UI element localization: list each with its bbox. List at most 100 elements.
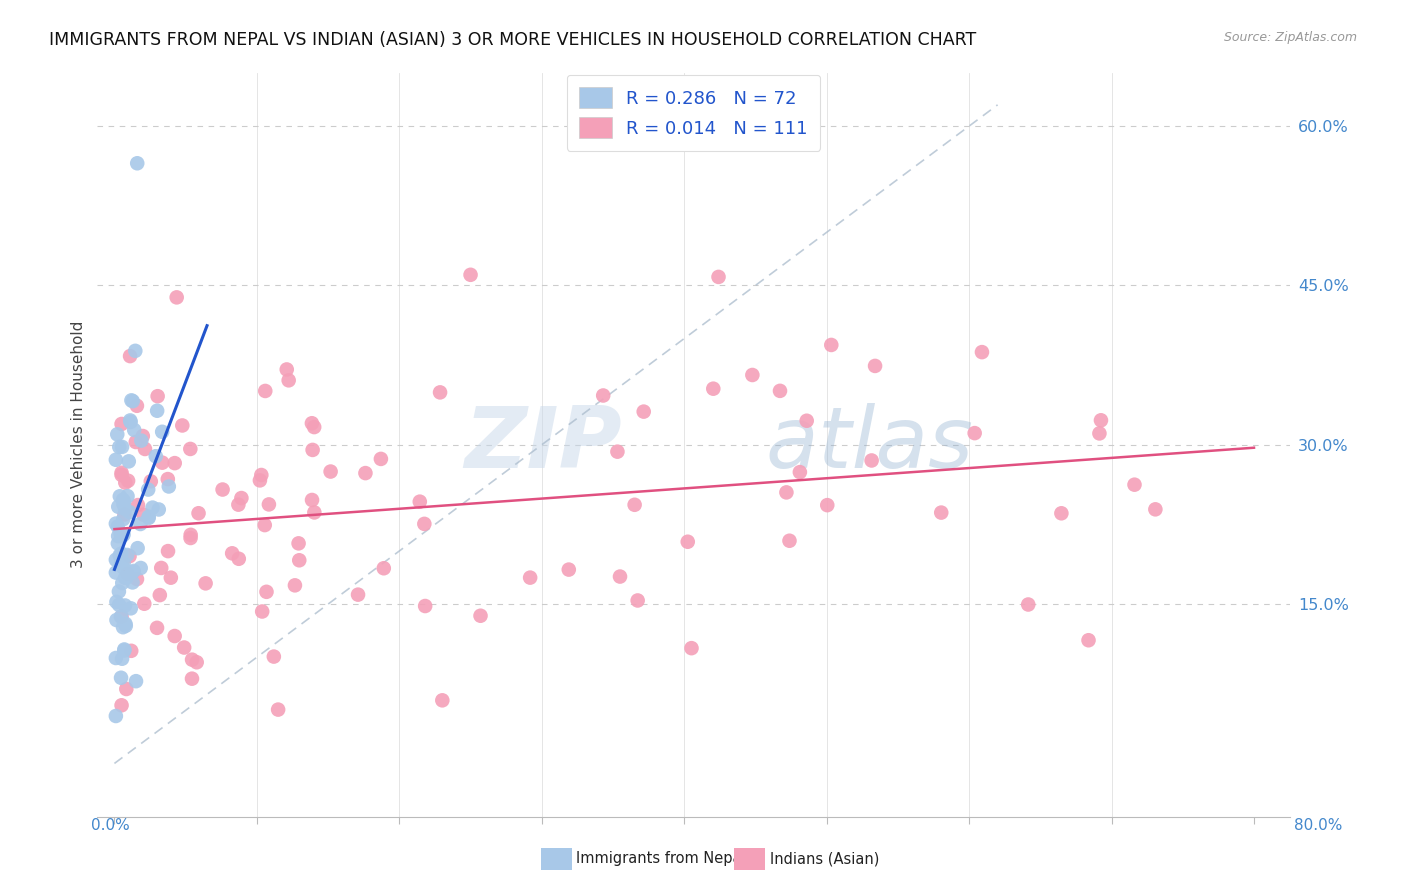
Point xyxy=(149,588,172,602)
Point xyxy=(104,516,127,531)
Point xyxy=(413,599,436,613)
Point xyxy=(105,613,128,627)
Point xyxy=(267,703,290,717)
Point xyxy=(148,502,170,516)
Point xyxy=(120,349,142,363)
Text: 80.0%: 80.0% xyxy=(1295,818,1343,832)
Point xyxy=(257,497,280,511)
Point xyxy=(112,512,135,526)
Point xyxy=(145,449,167,463)
Point xyxy=(115,571,138,585)
Point xyxy=(134,597,156,611)
Point xyxy=(127,156,149,170)
Point xyxy=(370,451,392,466)
Point xyxy=(107,529,129,543)
Point xyxy=(623,498,645,512)
Point xyxy=(118,505,141,519)
Point xyxy=(676,534,699,549)
Point xyxy=(163,629,186,643)
Point xyxy=(112,497,135,511)
Text: IMMIGRANTS FROM NEPAL VS INDIAN (ASIAN) 3 OR MORE VEHICLES IN HOUSEHOLD CORRELAT: IMMIGRANTS FROM NEPAL VS INDIAN (ASIAN) … xyxy=(49,31,976,49)
Point xyxy=(114,571,136,585)
Point xyxy=(127,498,149,512)
Point xyxy=(110,609,132,624)
Point xyxy=(125,399,148,413)
Point xyxy=(120,601,142,615)
Point xyxy=(231,491,253,505)
Point xyxy=(124,343,146,358)
Point xyxy=(815,498,838,512)
Point xyxy=(1123,477,1146,491)
Point xyxy=(256,584,278,599)
Point xyxy=(111,576,134,591)
Point xyxy=(302,420,325,434)
Point xyxy=(253,518,276,533)
Point xyxy=(115,681,138,696)
Point xyxy=(110,557,132,571)
Point xyxy=(111,529,134,543)
Point xyxy=(863,359,886,373)
Point xyxy=(110,609,132,624)
Point xyxy=(702,382,724,396)
Point xyxy=(110,547,132,561)
Point xyxy=(114,475,136,490)
Point xyxy=(194,576,217,591)
Point xyxy=(112,642,135,657)
Point xyxy=(112,620,135,634)
Point xyxy=(104,566,127,580)
Point xyxy=(276,362,298,376)
Point xyxy=(117,489,139,503)
Point xyxy=(146,621,169,635)
Point xyxy=(114,501,136,516)
Point xyxy=(107,519,129,533)
Point xyxy=(179,442,201,456)
Point xyxy=(117,566,139,581)
Point xyxy=(110,526,132,541)
Point xyxy=(172,418,194,433)
Point xyxy=(432,693,454,707)
Point xyxy=(186,655,208,669)
Point xyxy=(122,423,145,437)
Point xyxy=(136,483,159,497)
Point xyxy=(156,472,179,486)
Point xyxy=(263,649,285,664)
Point xyxy=(633,404,655,418)
Point xyxy=(228,551,250,566)
Point xyxy=(173,640,195,655)
Point xyxy=(277,373,299,387)
Point xyxy=(127,541,149,556)
Point xyxy=(112,643,135,657)
Y-axis label: 3 or more Vehicles in Household: 3 or more Vehicles in Household xyxy=(72,321,86,568)
Point xyxy=(163,456,186,470)
Point xyxy=(707,269,730,284)
Point xyxy=(180,531,202,545)
Point xyxy=(301,442,323,457)
Point xyxy=(104,452,127,467)
Point xyxy=(112,495,135,509)
Point xyxy=(111,492,134,507)
Point xyxy=(114,616,136,631)
Point xyxy=(470,608,492,623)
Point xyxy=(160,571,183,585)
Point xyxy=(121,566,143,580)
Point xyxy=(180,528,202,542)
Point xyxy=(117,474,139,488)
Point xyxy=(120,644,142,658)
Point xyxy=(121,575,143,590)
Point xyxy=(104,651,127,665)
Point xyxy=(592,388,614,402)
Point xyxy=(138,509,160,524)
Point xyxy=(125,435,148,450)
Point xyxy=(146,403,169,417)
Point xyxy=(142,500,165,515)
Point xyxy=(779,533,801,548)
Point xyxy=(796,414,818,428)
Point xyxy=(125,572,148,586)
Point xyxy=(354,466,377,480)
Point xyxy=(319,465,342,479)
Point xyxy=(1017,598,1039,612)
Point xyxy=(138,511,160,525)
Text: Indians (Asian): Indians (Asian) xyxy=(770,852,880,866)
Point xyxy=(681,641,703,656)
Point xyxy=(166,290,188,304)
